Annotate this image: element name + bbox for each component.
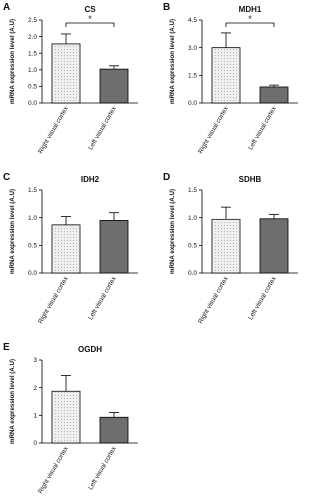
bar-pattern <box>212 47 240 103</box>
x-tick-label: Right visual cortex <box>197 275 230 325</box>
y-tick-label: 2.5 <box>28 17 37 24</box>
bar <box>259 218 289 274</box>
x-tick-label: Left visual cortex <box>247 105 278 151</box>
y-axis-label: mRNA expression level (A.U) <box>9 189 16 274</box>
chart-title: MDH1 <box>239 5 262 14</box>
chart-panel: A CS mRNA expression level (A.U) 0.0 0.5 1.0 1… <box>3 2 138 155</box>
y-tick-label: 0.0 <box>188 270 197 277</box>
y-tick-label: 0.0 <box>28 270 37 277</box>
bar <box>259 86 289 104</box>
y-tick-label: 1.5 <box>28 50 37 57</box>
y-tick-label: 1.5 <box>28 187 37 194</box>
bar-pattern <box>52 391 80 443</box>
y-tick-label: 1.5 <box>188 187 197 194</box>
y-tick-label: 2 <box>33 385 37 392</box>
x-tick-label: Right visual cortex <box>37 275 70 325</box>
y-tick-label: 2.0 <box>28 34 37 41</box>
x-tick-label: Left visual cortex <box>87 275 118 321</box>
significance-bracket <box>225 22 275 27</box>
x-tick-label: Left visual cortex <box>247 275 278 321</box>
chart-panel: B MDH1 mRNA expression level (A.U) 0.0 1.5 3.… <box>163 2 298 155</box>
chart-title: SDHB <box>239 175 262 184</box>
y-axis-label: mRNA expression level (A.U) <box>9 359 16 444</box>
bar-pattern <box>52 224 80 273</box>
significance-bracket <box>65 22 115 27</box>
panel-label: B <box>163 2 170 13</box>
chart-panel: E OGDH mRNA expression level (A.U) 0 1 2 3 Righ… <box>3 342 138 495</box>
y-tick-label: 1.0 <box>28 67 37 74</box>
y-axis-label: mRNA expression level (A.U) <box>169 19 176 104</box>
panel-label: C <box>3 172 10 183</box>
x-tick-label: Left visual cortex <box>87 445 118 491</box>
chart-title: IDH2 <box>81 175 100 184</box>
y-tick-label: 0.0 <box>188 100 197 107</box>
y-tick-label: 1.5 <box>188 73 197 80</box>
bar <box>99 220 129 274</box>
y-tick-label: 0 <box>33 440 37 447</box>
y-tick-label: 0.5 <box>28 243 37 250</box>
y-tick-label: 4.5 <box>188 17 197 24</box>
y-tick-label: 1.0 <box>28 215 37 222</box>
panel-label: E <box>3 342 10 353</box>
y-tick-label: 0.5 <box>28 84 37 91</box>
y-tick-label: 0.0 <box>28 100 37 107</box>
x-tick-label: Left visual cortex <box>87 105 118 151</box>
y-tick-label: 0.5 <box>188 243 197 250</box>
bar <box>99 68 129 104</box>
y-tick-label: 1 <box>33 413 37 420</box>
chart-title: CS <box>84 5 96 14</box>
bar-pattern <box>212 219 240 273</box>
x-tick-label: Right visual cortex <box>37 105 70 155</box>
significance-label: * <box>88 14 92 24</box>
bar-pattern <box>52 43 80 103</box>
panel-label: D <box>163 172 170 183</box>
x-tick-label: Right visual cortex <box>37 445 70 495</box>
y-tick-label: 3 <box>33 357 37 364</box>
y-tick-label: 1.0 <box>188 215 197 222</box>
chart-panel: D SDHB mRNA expression level (A.U) 0.0 0.5 1.… <box>163 172 298 325</box>
y-axis-label: mRNA expression level (A.U) <box>9 19 16 104</box>
panel-label: A <box>3 2 10 13</box>
significance-label: * <box>248 14 252 24</box>
y-tick-label: 3.0 <box>188 45 197 52</box>
x-tick-label: Right visual cortex <box>197 105 230 155</box>
chart-title: OGDH <box>78 345 102 354</box>
bar <box>99 416 129 444</box>
chart-panel: C IDH2 mRNA expression level (A.U) 0.0 0.5 1.… <box>3 172 138 325</box>
y-axis-label: mRNA expression level (A.U) <box>169 189 176 274</box>
